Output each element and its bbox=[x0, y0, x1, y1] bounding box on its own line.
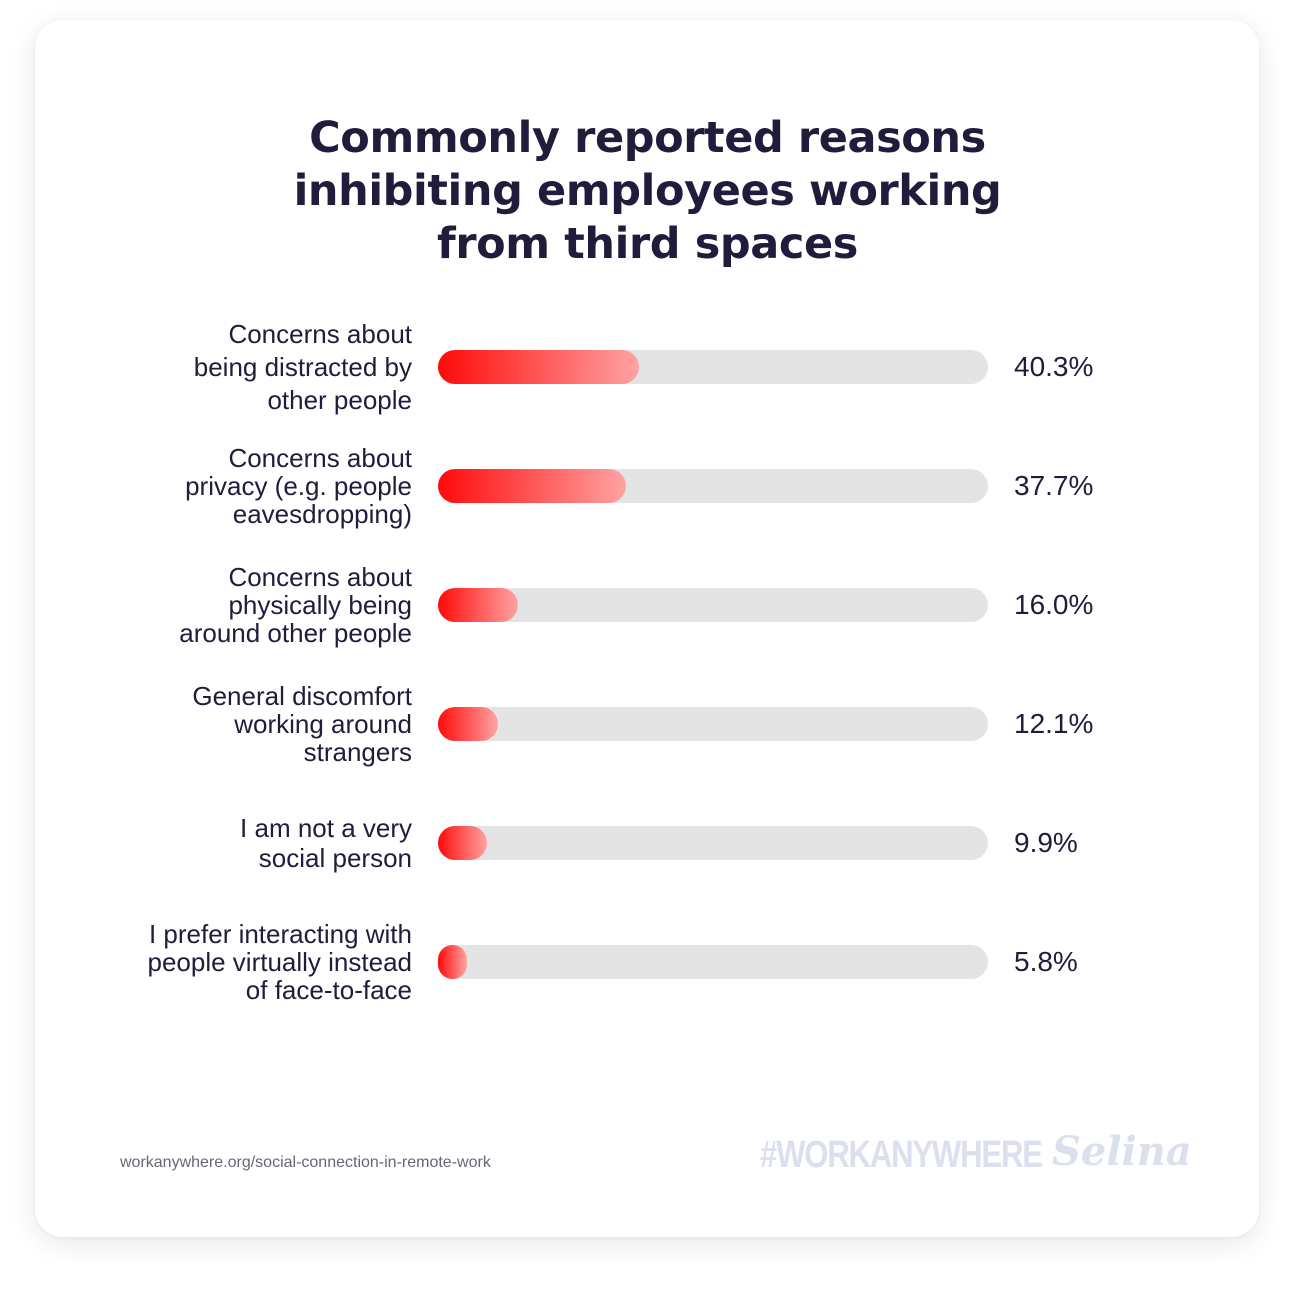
chart-title-line: from third spaces bbox=[437, 219, 858, 269]
category-label-line: Concerns about bbox=[228, 443, 412, 473]
bar-track bbox=[438, 588, 988, 622]
value-label: 9.9% bbox=[1014, 827, 1078, 858]
category-label: Concerns about privacy (e.g. people eavesd… bbox=[92, 444, 412, 528]
category-label: I am not a very social person bbox=[92, 813, 412, 873]
chart-card bbox=[35, 20, 1259, 1237]
bar bbox=[438, 469, 627, 503]
bar-row: Concerns about privacy (e.g. people eavesd… bbox=[0, 426, 1295, 546]
value-label: 40.3% bbox=[1014, 351, 1094, 382]
bar-row: I am not a very social person 9.9% bbox=[0, 783, 1295, 903]
value-label: 5.8% bbox=[1014, 946, 1078, 977]
bar-track bbox=[438, 826, 988, 860]
category-label-line: I prefer interacting with bbox=[148, 919, 412, 949]
category-label-line: being distracted by bbox=[193, 351, 412, 382]
category-label-line: of face-to-face bbox=[245, 975, 412, 1005]
bar bbox=[438, 707, 499, 741]
source-url[interactable]: workanywhere.org/social-connection-in-re… bbox=[120, 1154, 491, 1171]
bar-row: General discomfort working around stranger… bbox=[0, 664, 1295, 784]
value-label: 37.7% bbox=[1014, 470, 1094, 501]
category-label-line: around other people bbox=[179, 618, 412, 648]
category-label-line: privacy (e.g. people bbox=[185, 471, 412, 501]
chart-title-line: Commonly reported reasons bbox=[309, 113, 986, 163]
bar-track bbox=[438, 707, 988, 741]
category-label: I prefer interacting with people virtuall… bbox=[92, 919, 413, 1005]
category-label-line: other people bbox=[267, 384, 412, 415]
bar bbox=[438, 945, 467, 979]
category-label: Concerns about physically being around oth… bbox=[92, 563, 412, 647]
category-label-line: I am not a very bbox=[240, 813, 412, 843]
bar-row: I prefer interacting with people virtuall… bbox=[0, 902, 1295, 1022]
category-label: Concerns about being distracted by other p… bbox=[92, 318, 412, 417]
bar bbox=[438, 826, 488, 860]
value-label: 16.0% bbox=[1014, 589, 1094, 620]
bar bbox=[438, 350, 640, 384]
brand-logo: Selina bbox=[1052, 1128, 1192, 1175]
bar-track bbox=[438, 945, 988, 979]
category-label-line: people virtually instead bbox=[147, 947, 413, 977]
bar-track bbox=[438, 469, 988, 503]
category-label-line: General discomfort bbox=[192, 681, 412, 711]
category-label-line: eavesdropping) bbox=[232, 499, 412, 529]
category-label-line: social person bbox=[258, 843, 412, 873]
category-label: General discomfort working around stranger… bbox=[92, 682, 412, 766]
bar bbox=[438, 588, 518, 622]
chart-title: Commonly reported reasons inhibiting emp… bbox=[0, 112, 1295, 271]
hashtag-logo: #WORKANYWHERE bbox=[760, 1134, 1043, 1176]
bar-row: Concerns about being distracted by other p… bbox=[0, 307, 1295, 427]
chart-title-line: inhibiting employees working bbox=[293, 166, 1002, 216]
bar-track bbox=[438, 350, 988, 384]
value-label: 12.1% bbox=[1014, 708, 1094, 739]
category-label-line: strangers bbox=[303, 737, 412, 767]
category-label-line: physically being bbox=[228, 590, 412, 620]
category-label-line: Concerns about bbox=[228, 562, 412, 592]
bar-row: Concerns about physically being around oth… bbox=[0, 545, 1295, 665]
category-label-line: working around bbox=[234, 709, 412, 739]
category-label-line: Concerns about bbox=[228, 318, 412, 349]
